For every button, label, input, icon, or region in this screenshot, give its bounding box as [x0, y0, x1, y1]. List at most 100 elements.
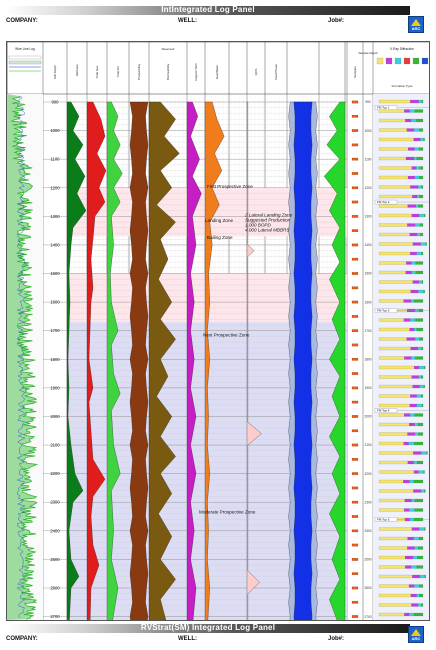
xrd-bar [415, 318, 424, 322]
xrd-bar [415, 308, 419, 313]
depth-label: 2700 [50, 614, 60, 619]
track-title: Fluid Phase [274, 64, 278, 80]
xrd-bar [378, 204, 408, 208]
xrd-bar [424, 574, 426, 579]
xrd-bar [378, 232, 410, 237]
ratio-curve [324, 101, 346, 620]
sample-marker [351, 386, 359, 390]
xrd-bar [378, 375, 412, 379]
xrd-bar [410, 394, 417, 398]
fluid-phase-inner [293, 101, 313, 620]
depth-label: 1800 [50, 357, 60, 362]
sample-depth-label: 2500 [364, 558, 371, 562]
sample-marker [351, 129, 359, 132]
xrd-bar [416, 394, 422, 398]
sample-marker [351, 215, 359, 218]
xrd-bar [412, 574, 420, 579]
xrd-bar [418, 204, 424, 208]
xrd-bar [415, 204, 419, 208]
resistivity-curve [16, 95, 26, 619]
xrd-bar [419, 384, 424, 389]
xrd-bar [418, 432, 424, 436]
xrd-bar [414, 365, 420, 370]
xrd-bar [405, 270, 412, 275]
footer-fields: COMPANY: WELL: Job#: [6, 636, 412, 644]
xrd-bar [424, 527, 426, 531]
zone-label: First Prospective Zone [207, 184, 253, 189]
xrd-bar [419, 280, 423, 284]
xrd-bar [403, 299, 412, 303]
xrd-bar [408, 584, 415, 588]
banner-gradient [6, 6, 410, 15]
reservoir-header: Reservoir [162, 47, 175, 51]
xrd-legend-swatch [376, 57, 384, 65]
sample-marker [351, 157, 359, 161]
footer-company-label: COMPANY: [6, 636, 38, 642]
sample-marker [351, 229, 359, 232]
xrd-bar [414, 327, 417, 332]
footer-title: RVStrat(SM) Integrated Log Panel [140, 623, 276, 632]
depth-label: 1300 [50, 214, 60, 219]
xrd-bar [378, 346, 411, 351]
gas-water-curve [204, 101, 225, 620]
xrd-bar [378, 413, 405, 417]
permeability-curve [148, 101, 180, 620]
xrd-bar [378, 175, 409, 180]
xrd-bar [407, 536, 414, 541]
xrd-bar [419, 593, 424, 598]
depth-label: 2600 [50, 585, 60, 590]
xrd-bar [413, 479, 424, 484]
depth-label: 1500 [50, 271, 60, 276]
xrd-bar [378, 593, 411, 598]
xrd-bar [411, 270, 416, 275]
depth-label: 1600 [50, 300, 60, 305]
xrd-bar [378, 365, 415, 370]
xrd-bar [408, 441, 415, 446]
xrd-bar [409, 403, 417, 408]
xrd-bar [420, 242, 426, 246]
xrd-bar [378, 213, 412, 218]
xrd-bar [415, 356, 424, 360]
xrd-bar [407, 432, 416, 436]
xrd-bar [378, 612, 405, 617]
sample-marker [351, 458, 359, 461]
xrd-bar [419, 128, 424, 132]
xrd-bar [416, 251, 422, 256]
xrd-bar [406, 128, 415, 132]
xrd-bar [378, 403, 410, 408]
xrd-bar [405, 156, 415, 161]
xrd-bar [423, 384, 425, 389]
xrd-bar [421, 99, 424, 104]
xrd-bar [418, 213, 425, 218]
sample-marker [351, 515, 359, 518]
xrd-bar [409, 109, 415, 113]
xrd-bar [413, 536, 420, 541]
xrd-bar [416, 194, 420, 199]
panel-title: IntIntegrated Log Panel [161, 5, 255, 14]
formation-top-label: FM Top 2 [377, 200, 390, 204]
xrd-bar [414, 422, 419, 427]
xrd-bar [411, 299, 415, 303]
xrd-bar [410, 99, 419, 104]
xrd-bar [378, 289, 411, 294]
xrd-bar [410, 346, 419, 351]
sample-marker [351, 472, 359, 475]
xrd-bar [413, 460, 418, 465]
sample-depth-label: 1900 [364, 386, 371, 390]
sample-marker [351, 615, 359, 618]
sample-depth-label: 2000 [364, 415, 371, 419]
xrd-bar [424, 213, 426, 218]
xrd-bar [410, 185, 419, 189]
sample-marker [351, 172, 359, 175]
xrd-bar [409, 508, 415, 512]
sample-marker [351, 586, 359, 590]
xrd-bar [378, 337, 407, 341]
xrd-bar [415, 270, 424, 275]
depth-label: 1200 [50, 185, 60, 190]
xrd-bar [378, 194, 413, 199]
xrd-bar [378, 299, 404, 303]
xrd-bar [419, 337, 424, 341]
sample-depth-title: Sample Depth [358, 51, 377, 55]
sample-depth-label: 2300 [364, 500, 371, 504]
xrd-bar [414, 508, 424, 512]
